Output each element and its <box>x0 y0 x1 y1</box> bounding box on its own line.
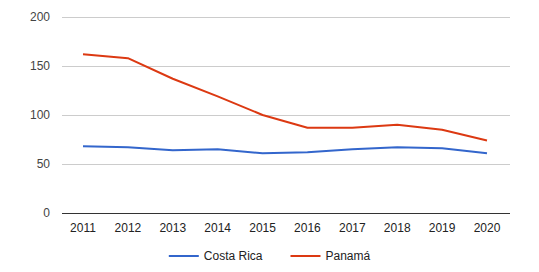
legend-swatch <box>290 255 320 257</box>
y-tick-label: 50 <box>37 157 51 171</box>
x-tick-label: 2017 <box>339 221 366 235</box>
grid <box>62 17 510 213</box>
legend-label: Costa Rica <box>204 249 263 263</box>
x-tick-label: 2020 <box>474 221 501 235</box>
legend-label: Panamá <box>325 249 370 263</box>
series-line <box>83 146 487 153</box>
y-tick-label: 200 <box>30 10 50 24</box>
y-tick-label: 150 <box>30 59 50 73</box>
x-tick-label: 2015 <box>249 221 276 235</box>
grid-line <box>62 17 510 18</box>
x-tick-label: 2011 <box>70 221 96 235</box>
legend-swatch <box>169 255 199 257</box>
y-tick-label: 0 <box>43 206 50 220</box>
chart-root: 0 50 100 150 200 2011 2012 2013 2014 2015 2016 2017… <box>0 0 539 272</box>
x-tick-label: 2014 <box>204 221 231 235</box>
series-group <box>83 54 487 153</box>
chart: 0 50 100 150 200 2011 2012 2013 2014 2015 2016 2017… <box>0 0 539 272</box>
axis-line <box>62 213 510 214</box>
x-tick-label: 2012 <box>115 221 142 235</box>
x-tick-label: 2016 <box>294 221 321 235</box>
legend: Costa Rica Panamá <box>169 249 371 263</box>
grid-line <box>62 115 510 116</box>
grid-line <box>62 66 510 67</box>
grid-line <box>62 164 510 165</box>
y-tick-label: 100 <box>30 108 50 122</box>
x-tick-label: 2018 <box>384 221 411 235</box>
series-line <box>83 54 487 140</box>
x-tick-label: 2019 <box>429 221 456 235</box>
x-tick-label: 2013 <box>159 221 186 235</box>
